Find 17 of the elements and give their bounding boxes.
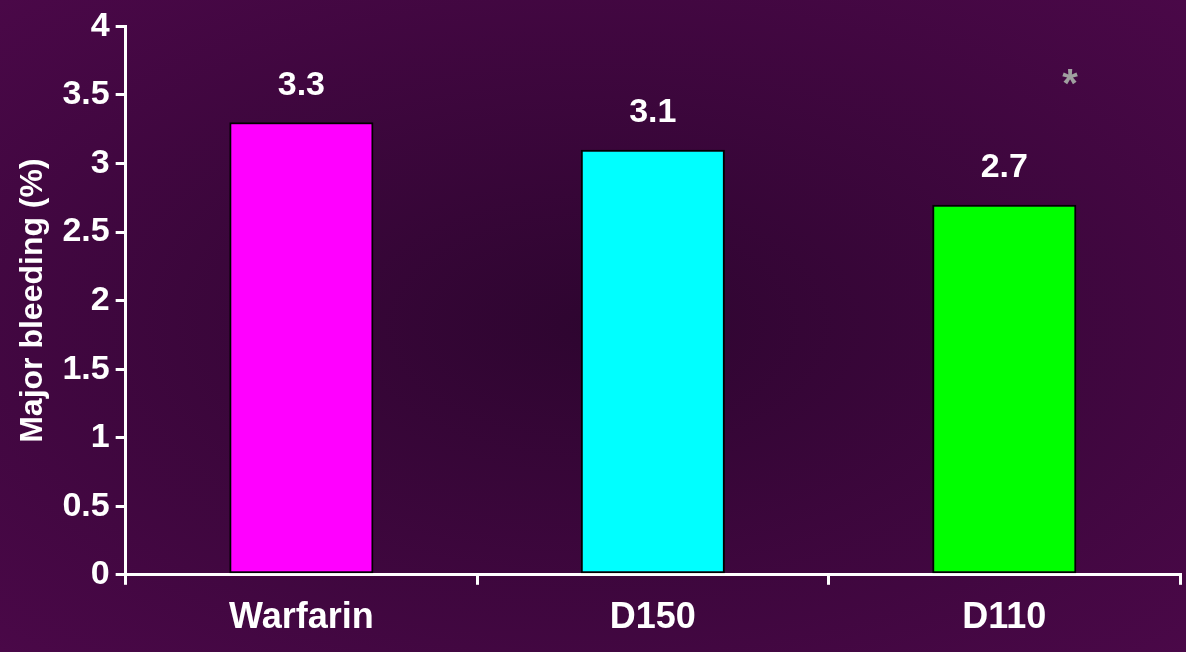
- y-tick-label: 0: [90, 553, 110, 592]
- annotation: *: [1062, 61, 1079, 106]
- y-tick-label: 1.5: [62, 347, 110, 386]
- y-tick-label: 0.5: [62, 484, 110, 523]
- y-tick-label: 3: [90, 141, 110, 180]
- y-tick-label: 2: [90, 278, 110, 317]
- x-tick-label: D150: [609, 595, 696, 637]
- data-label: 3.1: [629, 91, 677, 130]
- y-tick-label: 4: [90, 4, 110, 43]
- y-axis-title: Major bleeding (%): [13, 158, 50, 443]
- data-label: 2.7: [980, 146, 1028, 185]
- y-tick-label: 1: [90, 416, 110, 455]
- x-tick-label: Warfarin: [229, 595, 374, 637]
- data-label: 3.3: [277, 63, 326, 102]
- y-tick-label: 2.5: [62, 210, 110, 249]
- x-tick-label: D110: [962, 595, 1047, 637]
- y-tick-label: 3.5: [62, 73, 110, 112]
